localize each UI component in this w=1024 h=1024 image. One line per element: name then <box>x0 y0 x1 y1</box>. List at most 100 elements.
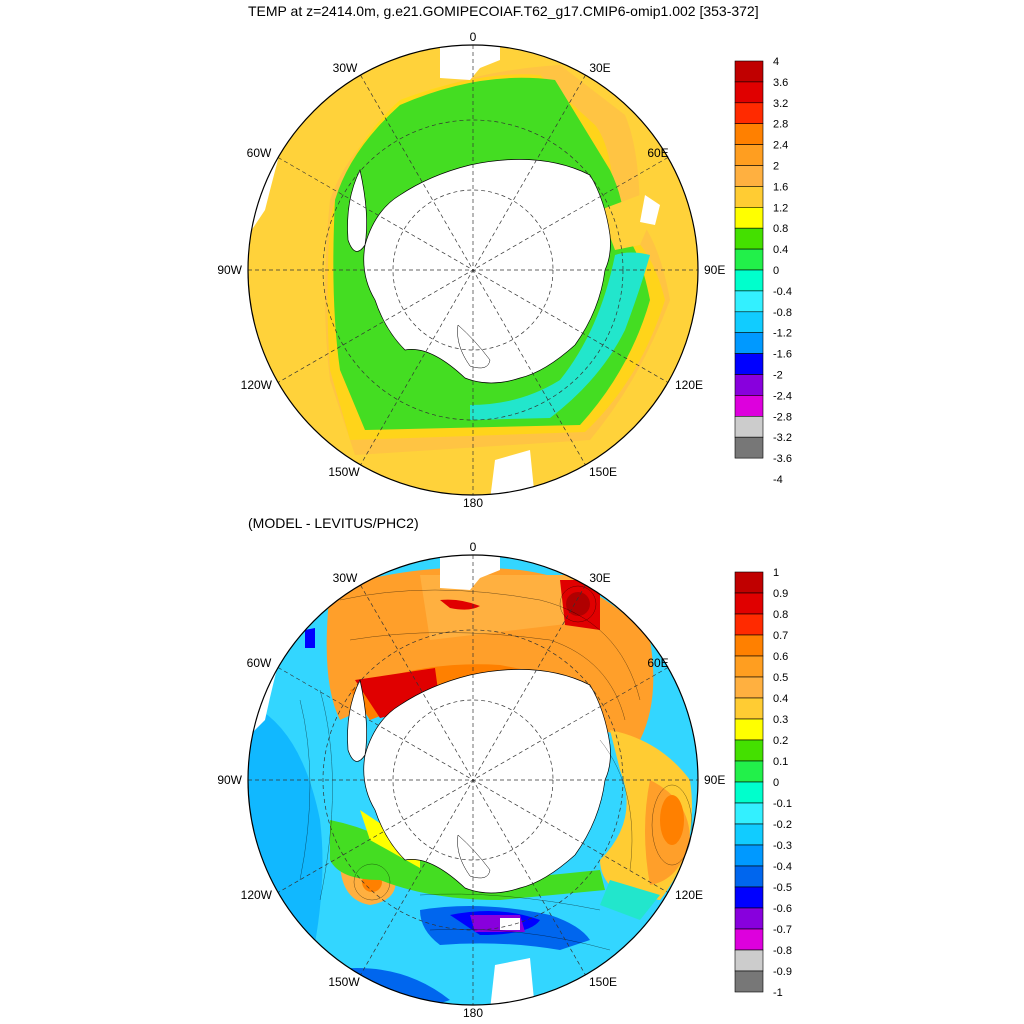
colorbar-label: -0.5 <box>773 882 792 894</box>
colorbar-label: 0.6 <box>773 651 788 663</box>
main-title: TEMP at z=2414.0m, g.e21.GOMIPECOIAF.T62… <box>248 3 759 19</box>
colorbar-swatch <box>734 227 764 250</box>
colorbar-swatch <box>734 802 764 825</box>
colorbar-label: -1 <box>773 987 783 999</box>
colorbar-label: 0.1 <box>773 756 788 768</box>
colorbar-label: 3.6 <box>773 77 788 89</box>
lon-label: 150W <box>328 975 360 989</box>
colorbar-label: 0.8 <box>773 609 788 621</box>
colorbar-swatch <box>734 207 764 229</box>
colorbar-label: -0.8 <box>773 945 792 957</box>
colorbar-swatch <box>734 739 764 762</box>
colorbar-label: -0.3 <box>773 840 792 852</box>
colorbar-label: 1.6 <box>773 181 788 193</box>
colorbar-label: 0 <box>773 777 779 789</box>
bottom-polar-map <box>247 554 699 1006</box>
colorbar-label: 3.2 <box>773 98 788 110</box>
colorbar-label: -0.1 <box>773 798 792 810</box>
colorbar-swatch <box>734 844 764 867</box>
colorbar-swatch <box>734 144 764 166</box>
colorbar-swatch <box>734 102 764 125</box>
colorbar-label: -1.2 <box>773 328 792 340</box>
colorbar-swatch <box>734 186 764 208</box>
colorbar-swatch <box>734 823 764 846</box>
longitude-labels-top: 0 30E 60E 90E 120E 150E 180 150W 120W 90… <box>217 30 725 510</box>
lon-label: 120E <box>675 378 703 392</box>
colorbar-label: -0.8 <box>773 307 792 319</box>
colorbar-label: -3.6 <box>773 453 792 465</box>
lon-label: 90W <box>217 773 242 787</box>
colorbar-label: 0 <box>773 265 779 277</box>
colorbar-swatch <box>734 353 764 375</box>
colorbar-bottom: 1 0.9 0.8 0.7 0.6 0.5 0.4 0.3 0.2 0.1 0 -0.1 -0.2 -0.… <box>734 567 792 999</box>
lon-label: 90W <box>217 263 242 277</box>
colorbar-swatch <box>734 269 764 292</box>
lon-label: 60W <box>247 656 272 670</box>
colorbar-top: 4 3.6 3.2 2.8 2.4 2 1.6 1.2 0.8 0.4 0 -0.4 -0.8 -1.2 -… <box>734 56 792 486</box>
colorbar-label: 0.2 <box>773 735 788 747</box>
colorbar-label: 0.7 <box>773 630 788 642</box>
graticule-top <box>248 45 698 495</box>
colorbar-label: -0.9 <box>773 966 792 978</box>
colorbar-swatch <box>734 81 764 104</box>
colorbar-swatch <box>734 949 764 972</box>
colorbar-swatch <box>734 290 764 313</box>
colorbar-label: 4 <box>773 56 779 68</box>
colorbar-swatch <box>734 123 764 145</box>
lon-label: 30E <box>589 61 610 75</box>
colorbar-label: 1 <box>773 567 779 579</box>
colorbar-label: -0.2 <box>773 819 792 831</box>
colorbar-swatch <box>734 697 764 720</box>
lon-label: 60W <box>247 146 272 160</box>
lon-label: 60E <box>647 656 668 670</box>
lon-label: 180 <box>463 1006 483 1020</box>
colorbar-label: 0.3 <box>773 714 788 726</box>
colorbar-swatch <box>734 613 764 636</box>
longitude-labels-bottom: 0 30E 60E 90E 120E 150E 180 150W 120W 90… <box>217 540 725 1020</box>
colorbar-swatch <box>734 886 764 909</box>
colorbar-swatch <box>734 676 764 699</box>
colorbar-swatch <box>734 634 764 657</box>
lon-label: 150W <box>328 465 360 479</box>
colorbar-label: -2.8 <box>773 411 792 423</box>
colorbar-label: 0.5 <box>773 672 788 684</box>
lon-label: 120W <box>241 888 273 902</box>
colorbar-swatch <box>734 60 764 83</box>
lon-label: 60E <box>647 146 668 160</box>
colorbar-swatch <box>734 165 764 187</box>
colorbar-label: 2 <box>773 161 779 173</box>
colorbar-label: 0.9 <box>773 588 788 600</box>
graticule-bottom <box>248 555 698 1005</box>
colorbar-swatch <box>734 928 764 951</box>
lon-label: 30W <box>333 571 358 585</box>
colorbar-swatch <box>734 571 764 594</box>
colorbar-label: 2.4 <box>773 140 788 152</box>
colorbar-swatch <box>734 718 764 741</box>
colorbar-swatch <box>734 311 764 333</box>
colorbar-swatch <box>734 970 764 993</box>
difference-title: (MODEL - LEVITUS/PHC2) <box>248 515 419 531</box>
colorbar-swatch <box>734 374 764 396</box>
lon-label: 150E <box>589 465 617 479</box>
top-polar-map <box>247 44 699 496</box>
colorbar-label: -2 <box>773 370 783 382</box>
lon-label: 0 <box>470 540 477 554</box>
contour-lines-bottom <box>299 585 693 951</box>
colorbar-label: 0.4 <box>773 693 788 705</box>
colorbar-swatch <box>734 655 764 678</box>
colorbar-swatch <box>734 395 764 417</box>
colorbar-swatch <box>734 781 764 804</box>
lon-label: 90E <box>704 773 725 787</box>
lon-label: 0 <box>470 30 477 44</box>
antarctica-landmass-bottom <box>363 669 611 894</box>
colorbar-swatch <box>734 907 764 930</box>
colorbar-label: 2.8 <box>773 119 788 131</box>
colorbar-swatch <box>734 760 764 783</box>
colorbar-swatch <box>734 332 764 354</box>
colorbar-swatch <box>734 865 764 888</box>
lon-label: 30E <box>589 571 610 585</box>
colorbar-label: -1.6 <box>773 349 792 361</box>
lon-label: 120E <box>675 888 703 902</box>
colorbar-label: -3.2 <box>773 432 792 444</box>
